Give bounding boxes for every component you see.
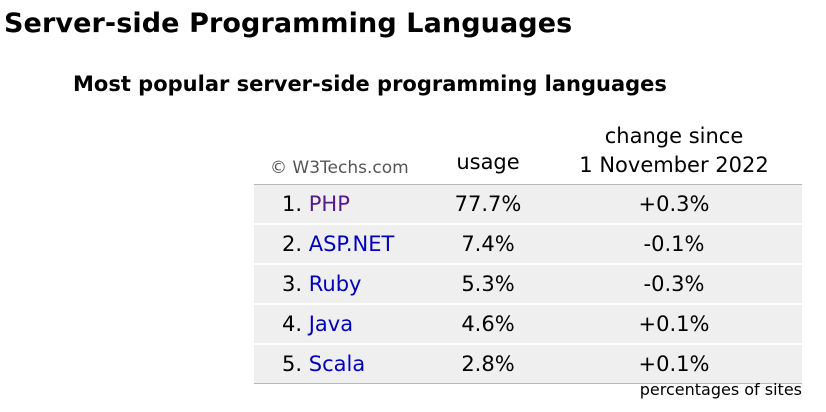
- usage-column-header: usage: [456, 150, 520, 174]
- table-row: 1. PHP 77.7% +0.3%: [254, 185, 802, 225]
- language-link[interactable]: Ruby: [308, 272, 362, 296]
- copyright-label: © W3Techs.com: [270, 158, 409, 178]
- usage-cell: 4.6%: [461, 312, 515, 336]
- table-row: 5. Scala 2.8% +0.1%: [254, 345, 802, 384]
- rank-cell: 2. ASP.NET: [282, 232, 394, 256]
- change-cell: +0.3%: [638, 192, 710, 216]
- usage-cell: 77.7%: [454, 192, 522, 216]
- rank-number: 5.: [282, 352, 303, 376]
- footnote: percentages of sites: [639, 380, 802, 399]
- language-link[interactable]: Scala: [308, 352, 366, 376]
- rank-cell: 3. Ruby: [282, 272, 361, 296]
- rank-number: 4.: [282, 312, 303, 336]
- table-row: 3. Ruby 5.3% -0.3%: [254, 265, 802, 305]
- rank-cell: 5. Scala: [282, 352, 365, 376]
- usage-cell: 5.3%: [461, 272, 515, 296]
- usage-cell: 7.4%: [461, 232, 515, 256]
- rank-number: 2.: [282, 232, 303, 256]
- table-row: 2. ASP.NET 7.4% -0.1%: [254, 225, 802, 265]
- change-header-line2: 1 November 2022: [579, 153, 769, 177]
- rank-number: 1.: [282, 192, 303, 216]
- rank-cell: 4. Java: [282, 312, 353, 336]
- rank-number: 3.: [282, 272, 303, 296]
- language-link[interactable]: ASP.NET: [308, 232, 395, 256]
- change-cell: -0.3%: [643, 272, 705, 296]
- chart-title: Most popular server-side programming lan…: [73, 72, 667, 96]
- change-column-header: change since 1 November 2022: [544, 122, 804, 180]
- languages-table: © W3Techs.com usage change since 1 Novem…: [254, 120, 802, 384]
- change-header-line1: change since: [604, 124, 744, 148]
- change-cell: +0.1%: [638, 352, 710, 376]
- table-body: 1. PHP 77.7% +0.3% 2. ASP.NET 7.4% -0.1% 3. Ru…: [254, 184, 802, 384]
- change-cell: -0.1%: [643, 232, 705, 256]
- table-row: 4. Java 4.6% +0.1%: [254, 305, 802, 345]
- language-link[interactable]: PHP: [308, 192, 350, 216]
- change-cell: +0.1%: [638, 312, 710, 336]
- language-link[interactable]: Java: [308, 312, 354, 336]
- table-header: © W3Techs.com usage change since 1 Novem…: [254, 120, 802, 184]
- rank-cell: 1. PHP: [282, 192, 350, 216]
- page-title: Server-side Programming Languages: [4, 8, 573, 39]
- usage-cell: 2.8%: [461, 352, 515, 376]
